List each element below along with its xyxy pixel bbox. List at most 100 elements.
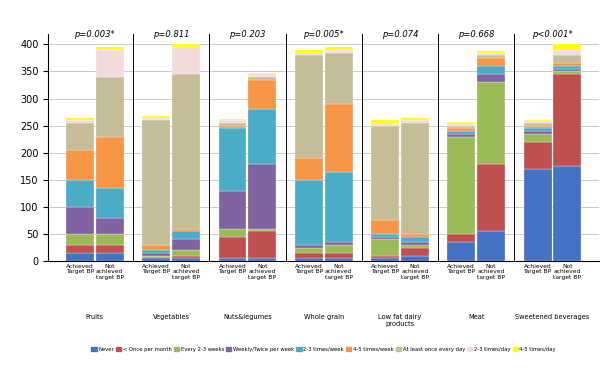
Bar <box>447 123 476 126</box>
Legend: Never, < Once per month, Every 2-3 weeks, Weekly/Twice per week, 2-3 times/week,: Never, < Once per month, Every 2-3 weeks… <box>89 345 558 354</box>
Bar <box>66 117 94 120</box>
Text: Whole grain: Whole grain <box>304 314 344 320</box>
Bar <box>371 126 399 220</box>
Bar <box>447 131 476 134</box>
Bar <box>477 74 505 82</box>
Bar <box>295 158 322 180</box>
Bar <box>172 44 200 47</box>
Bar <box>172 47 200 74</box>
Bar <box>248 229 276 231</box>
Bar <box>477 53 505 55</box>
Text: p=0.203: p=0.203 <box>229 30 266 39</box>
Bar <box>371 239 399 256</box>
Bar <box>218 258 246 261</box>
Bar <box>401 245 429 248</box>
Bar <box>248 258 276 261</box>
Bar <box>325 104 353 172</box>
Bar <box>554 166 581 261</box>
Bar <box>66 150 94 180</box>
Bar <box>295 53 322 55</box>
Bar <box>523 120 552 121</box>
Bar <box>218 229 246 237</box>
Bar <box>447 242 476 261</box>
Bar <box>218 191 246 229</box>
Bar <box>447 234 476 242</box>
Bar <box>142 253 170 256</box>
Bar <box>477 51 505 53</box>
Bar <box>447 134 476 137</box>
Bar <box>96 77 124 137</box>
Bar <box>371 234 399 237</box>
Bar <box>554 74 581 166</box>
Bar <box>371 220 399 234</box>
Bar <box>371 258 399 261</box>
Bar <box>142 250 170 253</box>
Bar <box>371 120 399 123</box>
Bar <box>248 79 276 109</box>
Bar <box>371 123 399 126</box>
Bar <box>172 258 200 261</box>
Bar <box>96 218 124 234</box>
Bar <box>142 258 170 261</box>
Text: Meat: Meat <box>468 314 485 320</box>
Bar <box>477 164 505 231</box>
Bar <box>295 258 322 261</box>
Text: p=0.005*: p=0.005* <box>303 30 344 39</box>
Bar <box>477 55 505 58</box>
Bar <box>295 50 322 53</box>
Bar <box>325 50 353 53</box>
Bar <box>554 55 581 63</box>
Bar <box>401 248 429 256</box>
Bar <box>477 66 505 74</box>
Text: p=0.003*: p=0.003* <box>74 30 116 39</box>
Bar <box>523 128 552 131</box>
Bar <box>66 253 94 261</box>
Bar <box>554 63 581 66</box>
Bar <box>325 47 353 50</box>
Bar <box>218 123 246 126</box>
Bar <box>218 120 246 123</box>
Text: p<0.001*: p<0.001* <box>532 30 573 39</box>
Bar <box>66 234 94 245</box>
Bar <box>554 50 581 55</box>
Bar <box>248 74 276 77</box>
Bar <box>96 47 124 50</box>
Bar <box>172 239 200 250</box>
Bar <box>295 253 322 258</box>
Bar <box>477 231 505 261</box>
Bar <box>401 123 429 234</box>
Bar <box>523 131 552 134</box>
Bar <box>447 137 476 234</box>
Bar <box>371 237 399 239</box>
Bar <box>96 188 124 218</box>
Bar <box>295 55 322 158</box>
Bar <box>554 44 581 50</box>
Bar <box>248 77 276 79</box>
Bar <box>248 164 276 229</box>
Bar <box>248 231 276 258</box>
Bar <box>248 109 276 164</box>
Bar <box>401 242 429 245</box>
Bar <box>401 256 429 261</box>
Bar <box>218 126 246 128</box>
Bar <box>295 248 322 253</box>
Text: Nuts&legumes: Nuts&legumes <box>223 314 272 320</box>
Bar <box>96 253 124 261</box>
Bar <box>401 234 429 237</box>
Text: Sweetened beverages: Sweetened beverages <box>515 314 590 320</box>
Bar <box>66 123 94 150</box>
Text: p=0.074: p=0.074 <box>382 30 418 39</box>
Bar <box>142 257 170 258</box>
Bar <box>96 245 124 253</box>
Bar <box>477 82 505 164</box>
Bar <box>371 256 399 258</box>
Bar <box>401 117 429 120</box>
Bar <box>447 126 476 128</box>
Bar <box>523 142 552 169</box>
Bar <box>66 180 94 207</box>
Bar <box>447 122 476 123</box>
Bar <box>172 74 200 229</box>
Bar <box>554 72 581 74</box>
Bar <box>325 258 353 261</box>
Bar <box>295 245 322 248</box>
